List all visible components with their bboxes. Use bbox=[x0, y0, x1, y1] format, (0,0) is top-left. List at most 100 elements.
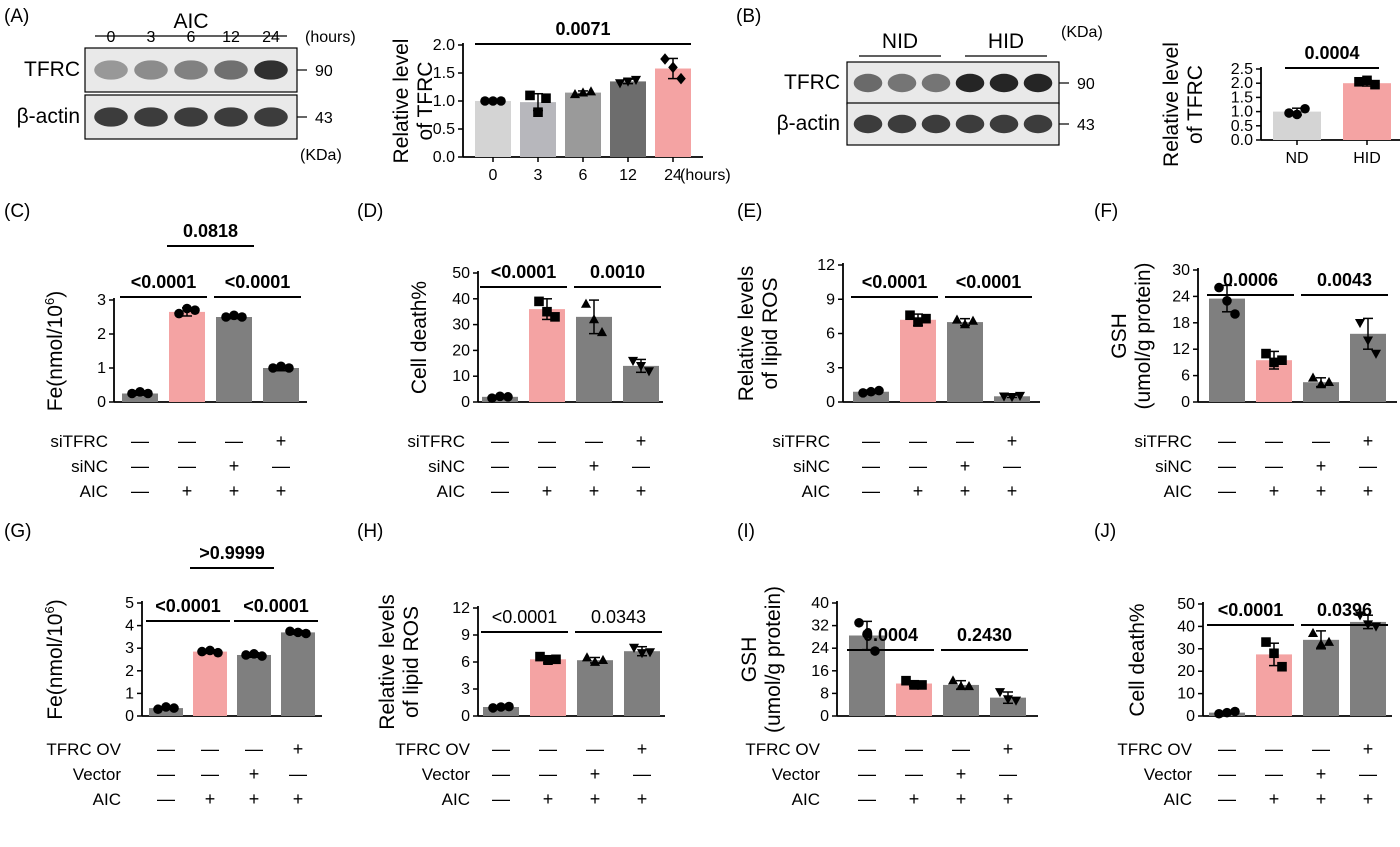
condition-label: AIC bbox=[792, 790, 820, 809]
data-point bbox=[541, 93, 551, 103]
condition-sign: — bbox=[492, 789, 510, 809]
condition-sign: + bbox=[1363, 739, 1374, 759]
blot-row-label: TFRC bbox=[24, 58, 80, 81]
x-tick-label: 3 bbox=[534, 167, 543, 184]
y-tick-label: 50 bbox=[452, 265, 470, 282]
blot-row-label: TFRC bbox=[784, 71, 840, 94]
data-point bbox=[947, 675, 959, 685]
condition-label: siNC bbox=[1155, 457, 1192, 476]
y-tick-label: 1.5 bbox=[1231, 89, 1253, 106]
blot-band bbox=[921, 114, 951, 134]
data-point bbox=[1362, 75, 1372, 86]
data-point bbox=[221, 312, 231, 322]
condition-sign: + bbox=[249, 789, 260, 809]
y-tick-label: 0.0 bbox=[433, 149, 455, 166]
x-axis-label: (hours) bbox=[680, 167, 731, 184]
y-tick-label: 2.0 bbox=[433, 37, 455, 54]
data-point bbox=[636, 649, 648, 659]
condition-sign: — bbox=[905, 764, 923, 784]
y-tick-label: 2.0 bbox=[1231, 75, 1253, 92]
y-tick-label: 6 bbox=[461, 654, 470, 671]
mw-unit-label: (KDa) bbox=[1061, 24, 1103, 41]
data-point bbox=[135, 387, 145, 397]
data-point bbox=[909, 680, 919, 690]
panel-label: (J) bbox=[1094, 521, 1116, 542]
y-axis-label: Relative level bbox=[1160, 42, 1183, 167]
data-point bbox=[581, 652, 593, 662]
p-value-label: 0.0004 bbox=[863, 625, 918, 645]
y-axis-label: Fe(nmol/106) bbox=[42, 291, 67, 411]
data-point bbox=[525, 90, 535, 101]
condition-label: siTFRC bbox=[772, 432, 830, 451]
data-point bbox=[1002, 695, 1014, 705]
group-label: NID bbox=[882, 30, 918, 53]
condition-label: TFRC OV bbox=[46, 740, 121, 759]
data-point bbox=[480, 96, 490, 106]
data-point bbox=[161, 702, 171, 712]
blot-band bbox=[214, 60, 248, 80]
data-point bbox=[628, 643, 640, 653]
condition-label: Vector bbox=[422, 765, 471, 784]
panel-label: (D) bbox=[357, 201, 383, 222]
panel-label: (E) bbox=[737, 201, 762, 222]
y-tick-label: 2.5 bbox=[1231, 61, 1253, 78]
condition-sign: + bbox=[293, 739, 304, 759]
blot-band bbox=[955, 73, 985, 93]
bar-chart-1: 0.0 0.5 1.0 1.5 2.0 Relative level of TFRC 0 3 6 1… bbox=[390, 19, 731, 184]
y-axis-label: Relative level bbox=[390, 39, 413, 164]
y-axis-label: Relative levels bbox=[376, 594, 399, 729]
y-tick-label: 50 bbox=[1177, 596, 1195, 613]
blot-band bbox=[134, 107, 168, 127]
data-point bbox=[959, 319, 971, 329]
y-tick-label: 6 bbox=[826, 326, 835, 343]
p-value-label: <0.0001 bbox=[1218, 600, 1284, 620]
y-tick-label: 9 bbox=[826, 291, 835, 308]
data-point bbox=[1214, 282, 1224, 293]
condition-sign: + bbox=[590, 764, 601, 784]
blot-band bbox=[887, 73, 917, 93]
panel-label: (F) bbox=[1094, 201, 1118, 222]
data-point bbox=[1307, 627, 1319, 637]
condition-sign: + bbox=[909, 789, 920, 809]
blot-box bbox=[846, 102, 1060, 146]
data-point bbox=[249, 649, 259, 659]
condition-sign: + bbox=[1003, 739, 1014, 759]
p-value-label: 0.0071 bbox=[555, 19, 610, 39]
data-point bbox=[1354, 611, 1366, 621]
p-value-label: <0.0001 bbox=[155, 596, 221, 616]
data-point bbox=[1269, 357, 1279, 368]
condition-sign: + bbox=[229, 481, 240, 501]
data-point bbox=[1006, 393, 1018, 403]
condition-sign: — bbox=[131, 481, 149, 501]
bar-chart-9: (H) 0 3 6 9 12 Relative levels of lipid ROS <0.0… bbox=[357, 521, 665, 809]
lane-label: 0 bbox=[107, 29, 116, 46]
condition-sign: + bbox=[542, 481, 553, 501]
data-point bbox=[1323, 376, 1335, 387]
condition-sign: + bbox=[1316, 789, 1327, 809]
y-tick-label: 30 bbox=[1172, 262, 1190, 279]
condition-sign: + bbox=[293, 789, 304, 809]
p-value-label: <0.0001 bbox=[956, 272, 1022, 292]
condition-sign: + bbox=[229, 456, 240, 476]
bar bbox=[529, 309, 565, 402]
condition-sign: — bbox=[1265, 739, 1283, 759]
condition-sign: — bbox=[633, 764, 651, 784]
condition-label: TFRC OV bbox=[1117, 740, 1192, 759]
condition-sign: — bbox=[1265, 431, 1283, 451]
data-point bbox=[534, 296, 544, 307]
data-point bbox=[268, 363, 278, 373]
data-point bbox=[913, 317, 923, 327]
condition-sign: — bbox=[1218, 789, 1236, 809]
condition-sign: — bbox=[201, 739, 219, 759]
y-tick-label: 3 bbox=[461, 681, 470, 698]
condition-sign: — bbox=[491, 456, 509, 476]
lane-label: 3 bbox=[147, 29, 156, 46]
bar bbox=[565, 92, 601, 157]
p-value-label: <0.0001 bbox=[491, 262, 557, 282]
lane-label: 12 bbox=[222, 29, 240, 46]
data-point bbox=[1354, 76, 1364, 87]
y-tick-label: 20 bbox=[1177, 663, 1195, 680]
blot-header: AIC bbox=[173, 10, 208, 33]
condition-sign: + bbox=[956, 764, 967, 784]
data-point bbox=[967, 315, 979, 325]
